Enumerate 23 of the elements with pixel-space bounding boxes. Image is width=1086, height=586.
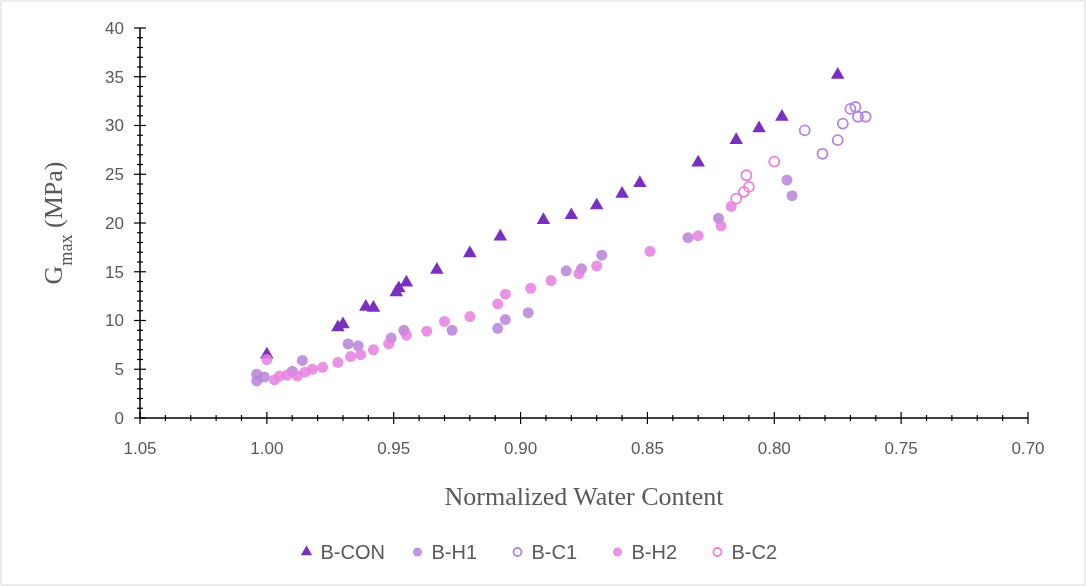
x-tick-label: 0.90 (504, 439, 538, 458)
x-tick-label: 0.95 (377, 439, 411, 458)
legend-label: B-H2 (631, 541, 678, 563)
x-axis-title: Normalized Water Content (444, 482, 725, 511)
legend-label: B-H1 (431, 541, 478, 563)
y-tick-label: 0 (114, 408, 124, 428)
y-tick-label: 15 (105, 262, 124, 282)
legend-label: B-CON (320, 541, 385, 563)
y-tick-label: 5 (114, 360, 124, 380)
legend-label: B-C1 (531, 541, 578, 563)
y-tick-label: 35 (105, 67, 124, 87)
y-tick-label: 20 (105, 213, 124, 233)
y-tick-label: 10 (105, 311, 124, 331)
y-tick-label: 25 (105, 165, 124, 185)
x-tick-label: 0.80 (757, 439, 791, 458)
x-tick-label: 0.85 (630, 439, 664, 458)
y-tick-label: 40 (105, 18, 124, 38)
x-tick-label: 1.05 (123, 439, 157, 458)
x-tick-label: 1.00 (250, 439, 284, 458)
x-tick-label: 0.75 (884, 439, 918, 458)
legend-label: B-C2 (731, 541, 778, 563)
y-tick-label: 30 (105, 116, 124, 136)
x-tick-label: 0.70 (1011, 439, 1045, 458)
